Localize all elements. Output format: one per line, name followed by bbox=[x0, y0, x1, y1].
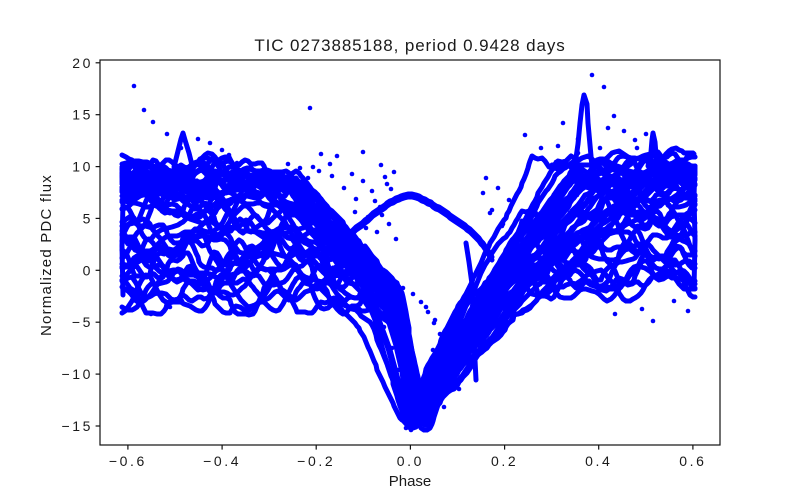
svg-text:20: 20 bbox=[72, 55, 93, 71]
svg-text:−0.6: −0.6 bbox=[109, 453, 147, 469]
svg-text:−5: −5 bbox=[72, 314, 93, 330]
svg-text:Phase: Phase bbox=[389, 473, 432, 490]
svg-text:0.2: 0.2 bbox=[491, 453, 518, 469]
svg-text:TIC 0273885188, period 0.9428: TIC 0273885188, period 0.9428 days bbox=[254, 36, 565, 55]
svg-text:−15: −15 bbox=[61, 418, 93, 434]
svg-text:0.0: 0.0 bbox=[397, 453, 424, 469]
svg-text:5: 5 bbox=[83, 210, 93, 226]
svg-text:Normalized PDC flux: Normalized PDC flux bbox=[38, 174, 55, 336]
svg-text:15: 15 bbox=[72, 107, 93, 123]
svg-text:10: 10 bbox=[72, 159, 93, 175]
svg-text:0.4: 0.4 bbox=[585, 453, 612, 469]
svg-text:0.6: 0.6 bbox=[679, 453, 706, 469]
svg-text:−0.2: −0.2 bbox=[297, 453, 335, 469]
svg-text:−0.4: −0.4 bbox=[203, 453, 241, 469]
svg-text:−10: −10 bbox=[61, 366, 93, 382]
svg-text:0: 0 bbox=[83, 262, 93, 278]
